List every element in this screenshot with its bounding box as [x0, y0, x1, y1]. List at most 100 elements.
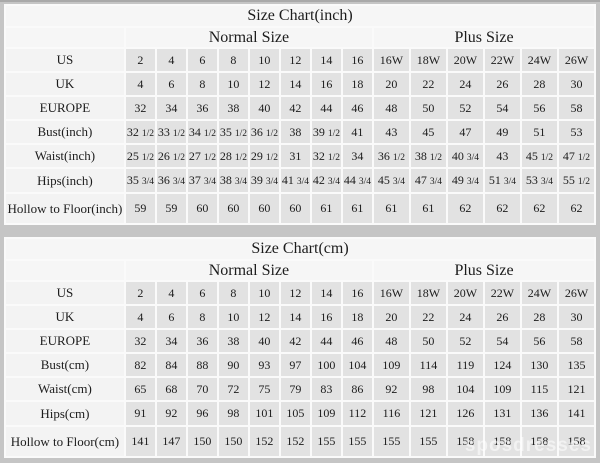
size-cell: 4	[156, 282, 186, 304]
size-cell: 68	[156, 378, 186, 400]
size-cell: 49	[484, 121, 520, 143]
size-cell: 48	[373, 97, 409, 119]
size-cell: 16W	[373, 282, 409, 304]
size-cell: 16	[311, 306, 341, 328]
size-cell: 98	[410, 378, 446, 400]
corner-cell	[5, 28, 124, 47]
size-cell: 150	[187, 427, 217, 456]
table-row: EUROPE 32 34 36 38 40 42 44 46 48 50 52 54 56 58	[5, 330, 595, 352]
size-cell: 61	[410, 194, 446, 223]
size-cell: 56	[521, 330, 557, 352]
size-cell: 126	[447, 402, 483, 425]
table-title: Size Chart(cm)	[5, 239, 595, 259]
size-cell: 42	[280, 330, 310, 352]
size-cell: 47	[447, 121, 483, 143]
size-cell: 34	[342, 145, 372, 167]
size-cell: 6	[156, 306, 186, 328]
size-cell: 25 1/2	[125, 145, 155, 167]
size-cell: 24W	[521, 282, 557, 304]
fraction-part: 1/2	[203, 152, 216, 163]
size-cell: 28	[521, 306, 557, 328]
fraction-part: 1/2	[265, 152, 278, 163]
size-cell: 20W	[447, 282, 483, 304]
table-row: US 2 4 6 8 10 12 14 16 16W 18W 20W 22W 24W 26W	[5, 49, 595, 71]
size-cell: 58	[558, 97, 595, 119]
size-cell: 32 1/2	[125, 121, 155, 143]
size-cell: 130	[521, 354, 557, 376]
size-cell: 36 1/2	[249, 121, 279, 143]
size-cell: 8	[218, 49, 248, 71]
size-cell: 136	[521, 402, 557, 425]
size-cell: 109	[373, 354, 409, 376]
size-cell: 34	[156, 330, 186, 352]
size-cell: 70	[187, 378, 217, 400]
size-cell: 158	[521, 427, 557, 456]
size-cell: 75	[249, 378, 279, 400]
size-cell: 51 3/4	[484, 169, 520, 192]
size-cell: 20	[373, 306, 409, 328]
size-cell: 34	[156, 97, 186, 119]
size-cell: 12	[280, 282, 310, 304]
size-cell: 4	[125, 73, 155, 95]
fraction-part: 3/4	[358, 177, 371, 187]
row-label: UK	[5, 73, 124, 95]
size-cell: 61	[373, 194, 409, 223]
row-label: US	[5, 282, 124, 304]
row-label: Waist(inch)	[5, 145, 124, 167]
size-cell: 61	[342, 194, 372, 223]
fraction-part: 1/2	[577, 152, 591, 163]
size-cell: 38	[218, 97, 248, 119]
size-cell: 96	[187, 402, 217, 425]
size-cell: 56	[521, 97, 557, 119]
size-cell: 92	[156, 402, 186, 425]
size-cell: 93	[249, 354, 279, 376]
size-cell: 2	[125, 282, 155, 304]
size-cell: 39 1/2	[311, 121, 341, 143]
size-cell: 35 3/4	[125, 169, 155, 192]
size-cell: 79	[280, 378, 310, 400]
size-cell: 65	[125, 378, 155, 400]
size-cell: 16	[311, 73, 341, 95]
size-cell: 26	[484, 73, 520, 95]
table-row: UK 4 6 8 10 12 14 16 18 20 22 24 26 28 30	[5, 306, 595, 328]
size-cell: 38	[218, 330, 248, 352]
title-row: Size Chart(cm)	[5, 239, 595, 259]
size-cell: 60	[249, 194, 279, 223]
row-label: Hollow to Floor(cm)	[5, 427, 124, 456]
size-cell: 101	[249, 402, 279, 425]
size-cell: 147	[156, 427, 186, 456]
size-cell: 22W	[484, 282, 520, 304]
size-cell: 158	[447, 427, 483, 456]
size-cell: 60	[218, 194, 248, 223]
size-cell: 135	[558, 354, 595, 376]
size-cell: 10	[249, 49, 279, 71]
size-cell: 109	[484, 378, 520, 400]
size-cell: 98	[218, 402, 248, 425]
size-cell: 14	[311, 49, 341, 71]
size-cell: 10	[218, 306, 248, 328]
size-cell: 124	[484, 354, 520, 376]
size-cell: 46	[342, 97, 372, 119]
size-cell: 32 1/2	[311, 145, 341, 167]
fraction-part: 1/2	[265, 128, 278, 139]
size-cell: 62	[447, 194, 483, 223]
size-cell: 12	[249, 73, 279, 95]
fraction-part: 1/2	[172, 152, 185, 163]
size-cell: 14	[280, 306, 310, 328]
size-cell: 32	[125, 330, 155, 352]
fraction-part: 1/2	[234, 128, 247, 139]
size-cell: 18	[342, 73, 372, 95]
group-header-row: Normal Size Plus Size	[5, 28, 595, 47]
size-cell: 62	[521, 194, 557, 223]
size-cell: 43	[484, 145, 520, 167]
row-label: Hips(cm)	[5, 402, 124, 425]
size-cell: 105	[280, 402, 310, 425]
fraction-part: 1/2	[141, 152, 154, 163]
size-cell: 22	[410, 73, 446, 95]
size-cell: 116	[373, 402, 409, 425]
fraction-part: 3/4	[429, 177, 442, 187]
size-cell: 60	[280, 194, 310, 223]
group-header-normal: Normal Size	[125, 28, 372, 47]
size-cell: 34 1/2	[187, 121, 217, 143]
size-cell: 155	[342, 427, 372, 456]
